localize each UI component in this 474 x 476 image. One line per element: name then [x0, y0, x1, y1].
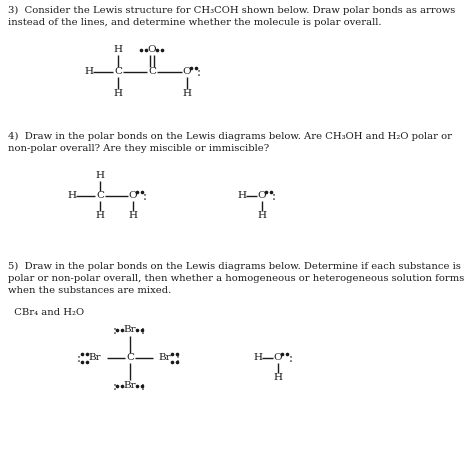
Text: O: O: [273, 354, 283, 363]
Text: 4)  Draw in the polar bonds on the Lewis diagrams below. Are CH₃OH and H₂O polar: 4) Draw in the polar bonds on the Lewis …: [8, 132, 452, 153]
Text: C: C: [114, 68, 122, 77]
Text: H: H: [237, 191, 246, 200]
Text: :: :: [143, 189, 147, 202]
Text: Br: Br: [124, 381, 137, 390]
Text: C: C: [96, 191, 104, 200]
Text: C: C: [126, 354, 134, 363]
Text: O: O: [148, 46, 156, 54]
Text: :: :: [197, 66, 201, 79]
Text: H: H: [273, 374, 283, 383]
Text: :: :: [113, 379, 117, 393]
Text: H: H: [84, 68, 93, 77]
Text: H: H: [113, 89, 122, 99]
Text: H: H: [113, 46, 122, 54]
Text: H: H: [128, 211, 137, 220]
Text: :: :: [272, 189, 276, 202]
Text: H: H: [182, 89, 191, 99]
Text: O: O: [128, 191, 137, 200]
Text: C: C: [148, 68, 156, 77]
Text: :: :: [176, 351, 180, 365]
Text: H: H: [95, 211, 104, 220]
Text: O: O: [182, 68, 191, 77]
Text: O: O: [258, 191, 266, 200]
Text: Br: Br: [124, 326, 137, 335]
Text: :: :: [77, 351, 81, 365]
Text: H: H: [254, 354, 263, 363]
Text: H: H: [257, 211, 266, 220]
Text: 3)  Consider the Lewis structure for CH₃COH shown below. Draw polar bonds as arr: 3) Consider the Lewis structure for CH₃C…: [8, 6, 455, 27]
Text: 5)  Draw in the polar bonds on the Lewis diagrams below. Determine if each subst: 5) Draw in the polar bonds on the Lewis …: [8, 262, 464, 295]
Text: :: :: [141, 324, 145, 337]
Text: :: :: [289, 351, 293, 365]
Text: H: H: [67, 191, 76, 200]
Text: :: :: [141, 379, 145, 393]
Text: :: :: [113, 324, 117, 337]
Text: H: H: [95, 171, 104, 180]
Text: Br: Br: [159, 354, 171, 363]
Text: CBr₄ and H₂O: CBr₄ and H₂O: [8, 308, 84, 317]
Text: Br: Br: [89, 354, 101, 363]
